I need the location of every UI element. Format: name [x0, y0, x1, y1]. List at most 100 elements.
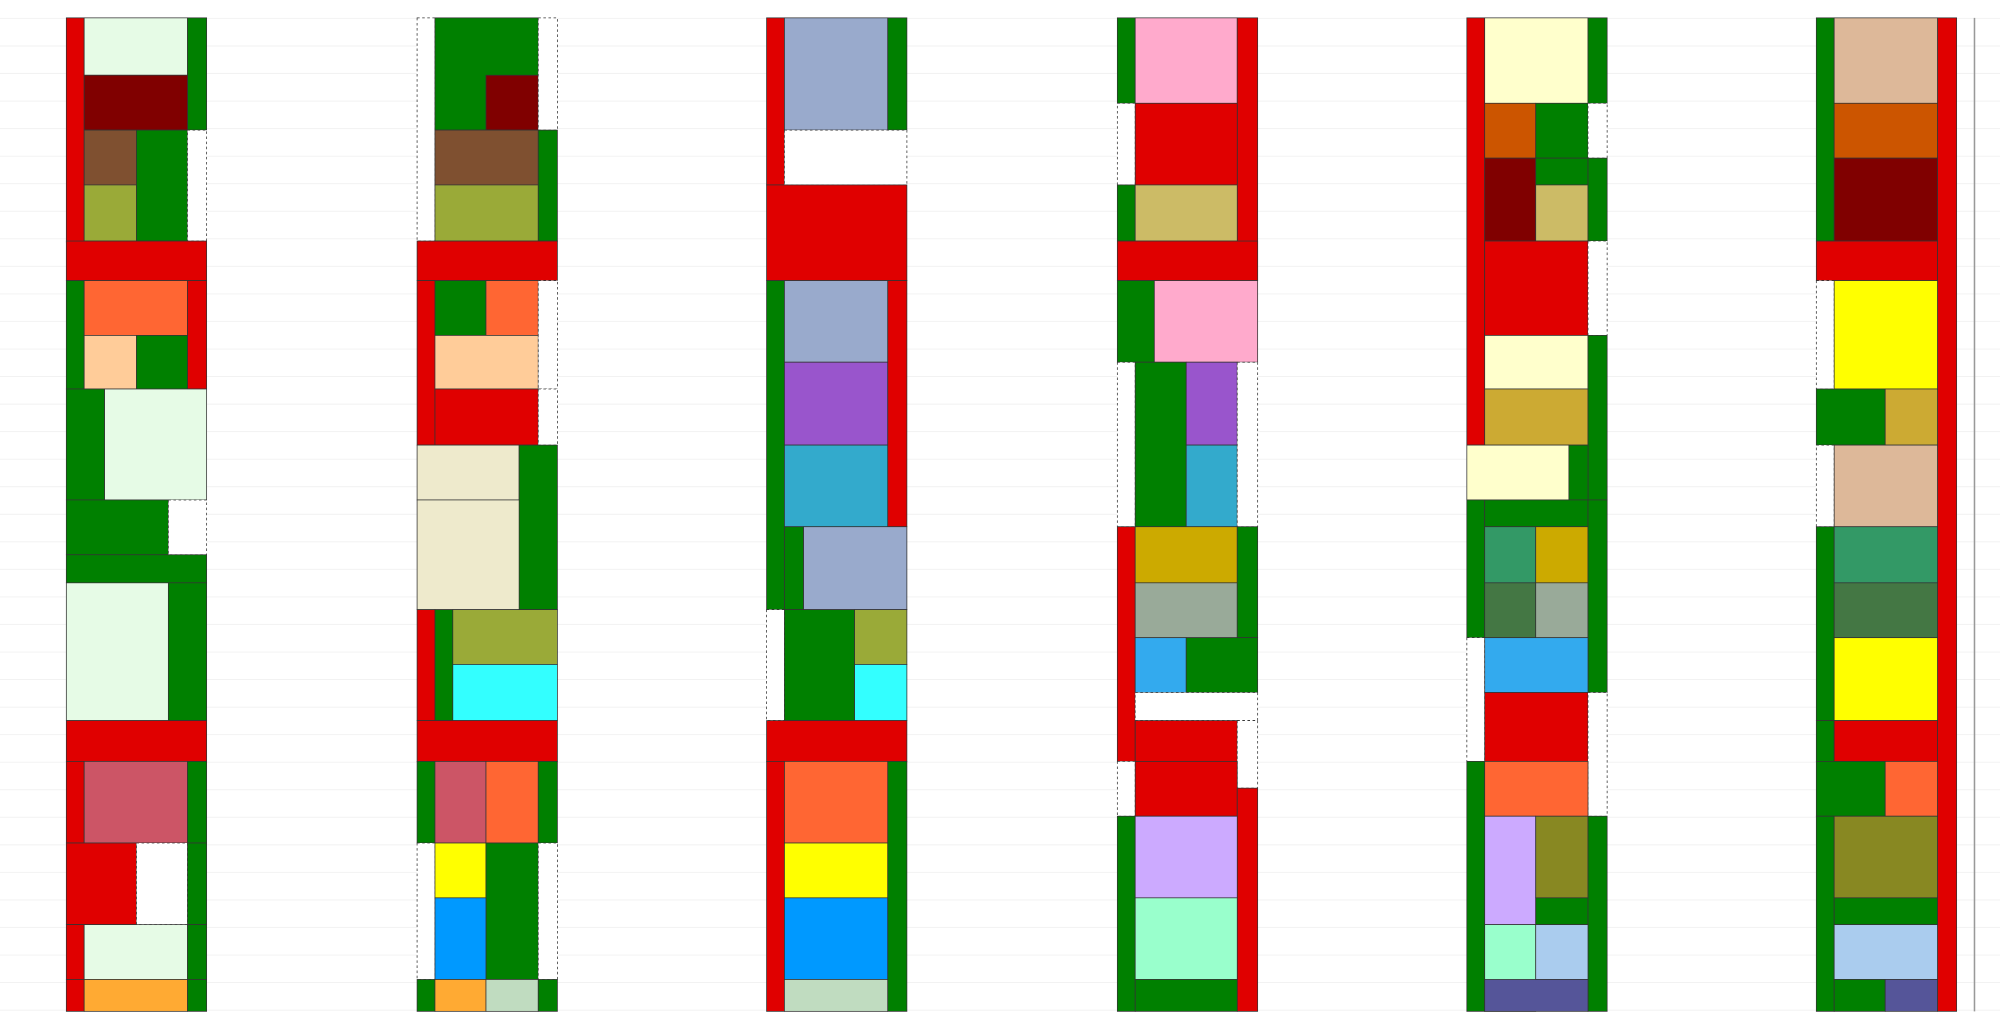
corridor — [65, 842, 137, 926]
corridor — [887, 280, 908, 528]
empty-slot — [1466, 637, 1486, 762]
blocks — [65, 17, 1958, 1012]
room — [83, 979, 188, 1012]
room — [1134, 815, 1238, 899]
green-space — [1815, 760, 1886, 817]
room — [1134, 17, 1238, 104]
green-space — [1134, 361, 1187, 528]
corridor — [416, 720, 558, 762]
corridor — [766, 17, 785, 186]
green-space — [1568, 444, 1589, 501]
room — [434, 760, 487, 844]
room — [485, 280, 539, 336]
green-space — [1236, 526, 1259, 639]
empty-slot — [537, 280, 558, 390]
green-space — [187, 760, 208, 844]
green-space — [1185, 637, 1259, 693]
empty-slot — [1815, 280, 1835, 390]
corridor — [766, 184, 908, 281]
corridor — [1484, 692, 1589, 762]
room — [434, 184, 539, 242]
room — [83, 184, 137, 242]
room — [1833, 157, 1938, 242]
room — [1484, 979, 1589, 1012]
empty-slot — [1134, 692, 1259, 721]
corridor — [65, 924, 85, 980]
empty-slot — [1236, 720, 1259, 789]
room — [452, 609, 558, 665]
room — [1484, 388, 1589, 446]
green-space — [136, 335, 188, 390]
corridor — [65, 240, 208, 281]
green-space — [187, 924, 208, 980]
green-space — [416, 760, 436, 844]
corridor — [1134, 720, 1238, 762]
empty-slot — [537, 17, 558, 131]
green-space — [784, 609, 855, 721]
green-space — [1587, 157, 1608, 242]
green-space — [784, 526, 804, 610]
room — [452, 664, 558, 721]
empty-slot — [537, 842, 558, 980]
room — [83, 74, 188, 131]
empty-slot — [1116, 760, 1136, 817]
green-space — [1466, 499, 1486, 639]
corridor — [1815, 240, 1938, 281]
room — [1134, 526, 1238, 584]
corridor — [416, 609, 436, 721]
room — [83, 924, 188, 980]
room — [1884, 388, 1938, 446]
empty-slot — [537, 388, 558, 446]
room — [784, 760, 889, 844]
room — [784, 979, 889, 1012]
green-space — [887, 760, 908, 1012]
green-space — [65, 388, 105, 501]
green-space — [1815, 815, 1835, 1012]
empty-slot — [136, 842, 188, 926]
empty-slot — [1116, 102, 1136, 186]
room — [83, 129, 137, 186]
green-space — [1587, 335, 1608, 501]
room — [434, 842, 487, 899]
room — [1185, 444, 1238, 528]
green-space — [1587, 815, 1608, 1012]
room — [83, 760, 188, 844]
green-space — [434, 609, 454, 721]
room — [1153, 280, 1259, 363]
room — [1466, 444, 1570, 501]
empty-slot — [1116, 361, 1136, 528]
green-space — [136, 129, 188, 242]
room — [1535, 184, 1589, 242]
green-space — [65, 499, 169, 556]
empty-slot — [766, 609, 785, 721]
green-space — [1535, 102, 1589, 159]
green-space — [187, 17, 208, 131]
room — [434, 129, 539, 186]
room — [1833, 924, 1938, 980]
green-space — [1815, 17, 1835, 242]
corridor — [187, 280, 208, 390]
green-space — [1535, 897, 1589, 926]
room — [1484, 17, 1589, 104]
room — [1134, 184, 1238, 242]
green-space — [537, 760, 558, 844]
green-space — [1116, 815, 1136, 1012]
corridor — [1116, 240, 1259, 281]
green-space — [1116, 184, 1136, 242]
room — [1484, 526, 1537, 584]
room — [784, 17, 889, 131]
room — [83, 280, 188, 336]
room — [65, 582, 169, 721]
room — [1484, 157, 1537, 242]
empty-slot — [187, 129, 208, 242]
room — [1484, 582, 1537, 639]
room — [1484, 335, 1589, 390]
room — [784, 280, 889, 363]
corridor — [1134, 102, 1238, 186]
room — [1833, 102, 1938, 159]
corridor — [416, 240, 558, 281]
room — [1833, 815, 1938, 899]
room — [83, 335, 137, 390]
empty-slot — [1587, 692, 1608, 817]
green-space — [1815, 388, 1886, 446]
